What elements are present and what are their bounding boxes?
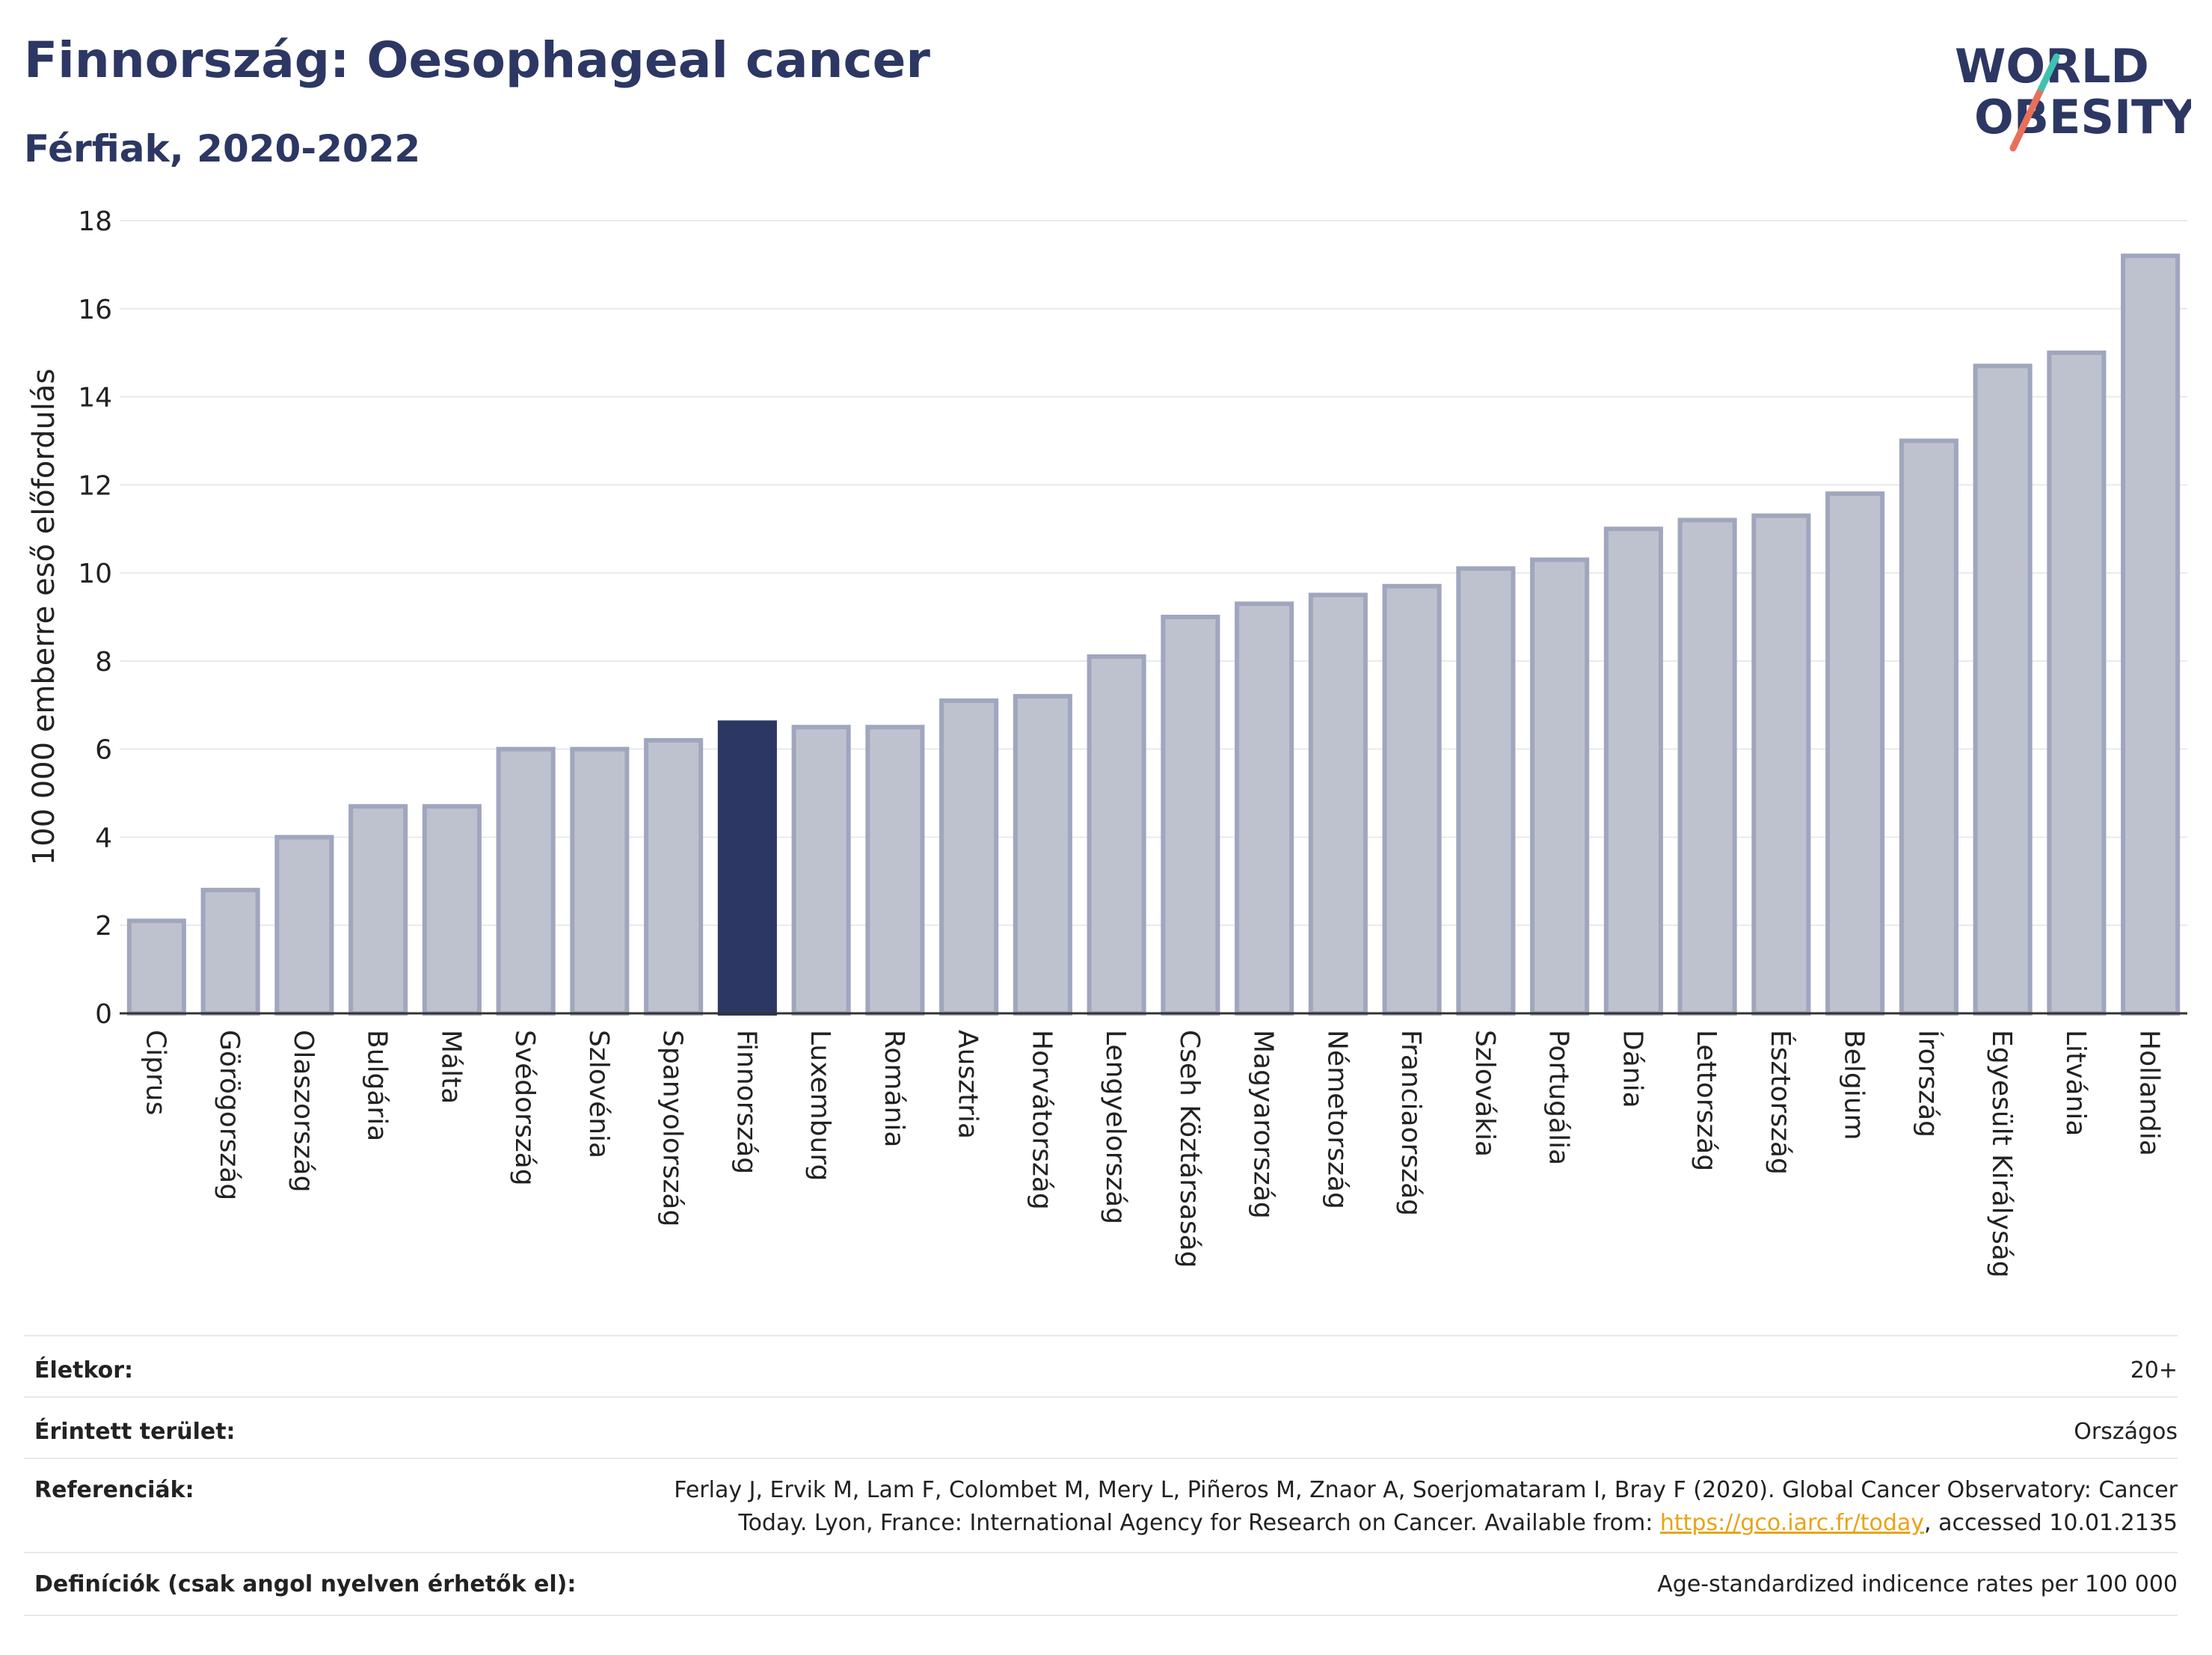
bar-5 bbox=[422, 804, 482, 1016]
y-tick-label: 4 bbox=[95, 823, 112, 853]
logo-line2: OBESITY bbox=[1974, 90, 2191, 144]
x-tick-label: Dánia bbox=[1617, 1030, 1647, 1108]
bar-20 bbox=[1530, 557, 1590, 1016]
age-label: Életkor: bbox=[34, 1357, 134, 1384]
y-tick-label: 18 bbox=[78, 206, 112, 237]
bar-19 bbox=[1456, 566, 1516, 1016]
bar-3 bbox=[274, 835, 334, 1016]
bar-24 bbox=[1825, 491, 1885, 1016]
x-tick-label: Hollandia bbox=[2134, 1030, 2165, 1156]
info-row-references: Referenciák: Ferlay J, Ervik M, Lam F, C… bbox=[24, 1458, 2178, 1553]
bar-12 bbox=[939, 698, 999, 1016]
x-tick-label: Málta bbox=[435, 1030, 466, 1104]
info-row-definitions: Definíciók (csak angol nyelven érhetők e… bbox=[24, 1552, 2178, 1616]
x-tick-label: Románia bbox=[879, 1030, 909, 1147]
x-tick-label: Szlovákia bbox=[1469, 1030, 1500, 1157]
bar-14 bbox=[1087, 654, 1146, 1016]
age-value: 20+ bbox=[2130, 1357, 2178, 1384]
bar-4 bbox=[348, 804, 408, 1016]
x-tick-label: Litvánia bbox=[2060, 1030, 2091, 1136]
bar-7 bbox=[570, 746, 630, 1016]
page-subtitle: Férfiak, 2020-2022 bbox=[24, 127, 421, 171]
references-label: Referenciák: bbox=[34, 1477, 194, 1503]
y-tick-label: 8 bbox=[95, 647, 112, 678]
page-title: Finnország: Oesophageal cancer bbox=[24, 31, 930, 89]
y-tick-label: 2 bbox=[95, 911, 112, 942]
bar-1 bbox=[126, 918, 186, 1016]
x-tick-label: Lettország bbox=[1691, 1030, 1721, 1171]
x-tick-label: Spanyolország bbox=[657, 1030, 688, 1226]
bar-15 bbox=[1161, 615, 1220, 1016]
references-line2-text: Today. Lyon, France: International Agenc… bbox=[738, 1510, 1660, 1536]
x-tick-label: Franciaország bbox=[1395, 1030, 1426, 1216]
y-tick-label: 10 bbox=[78, 559, 112, 589]
y-tick-label: 12 bbox=[78, 470, 112, 501]
info-row-area: Érintett terület: Országos bbox=[24, 1396, 2178, 1459]
area-value: Országos bbox=[2074, 1419, 2178, 1445]
definitions-label: Definíciók (csak angol nyelven érhetők e… bbox=[34, 1571, 577, 1597]
references-accessed: , accessed 10.01.2135 bbox=[1924, 1510, 2178, 1536]
x-tick-label: Ausztria bbox=[953, 1030, 983, 1139]
bar-18 bbox=[1382, 583, 1442, 1016]
x-tick-label: Írország bbox=[1912, 1030, 1944, 1137]
bar-25 bbox=[1899, 438, 1958, 1016]
x-tick-label: Svédország bbox=[509, 1030, 540, 1186]
x-tick-label: Egyesült Királyság bbox=[1986, 1030, 2017, 1278]
bar-8 bbox=[644, 737, 704, 1016]
bar-11 bbox=[865, 725, 925, 1016]
bar-26 bbox=[1973, 363, 2033, 1016]
bar-16 bbox=[1235, 601, 1294, 1016]
references-value: Ferlay J, Ervik M, Lam F, Colombet M, Me… bbox=[532, 1474, 2178, 1540]
y-tick-label: 6 bbox=[95, 735, 112, 766]
bar-28 bbox=[2121, 254, 2181, 1016]
x-tick-label: Észtország bbox=[1765, 1030, 1796, 1175]
x-tick-label: Magyarország bbox=[1248, 1030, 1279, 1219]
y-axis-label: 100 000 emberre eső előfordulás bbox=[27, 369, 61, 866]
x-tick-label: Cseh Köztársaság bbox=[1174, 1030, 1205, 1268]
x-tick-label: Finnország bbox=[731, 1030, 761, 1174]
x-tick-label: Görögország bbox=[214, 1030, 245, 1200]
x-tick-label: Horvátország bbox=[1026, 1030, 1057, 1210]
bar-17 bbox=[1308, 592, 1368, 1016]
bar-21 bbox=[1603, 526, 1663, 1016]
bar-13 bbox=[1013, 694, 1072, 1016]
bar-27 bbox=[2047, 350, 2107, 1016]
x-tick-label: Németország bbox=[1321, 1030, 1352, 1209]
definitions-value: Age-standardized indicence rates per 100… bbox=[1657, 1571, 2178, 1597]
bar-chart: 0 2 4 6 8 10 12 14 16 18 100 000 emberre eső előfo… bbox=[27, 206, 2187, 1278]
bar-9 bbox=[717, 720, 777, 1016]
info-row-age: Életkor: 20+ bbox=[24, 1335, 2178, 1398]
bar-23 bbox=[1751, 513, 1811, 1016]
bar-2 bbox=[200, 888, 260, 1016]
world-obesity-logo: WORLD OBESITY bbox=[1955, 39, 2191, 152]
bar-6 bbox=[496, 746, 556, 1016]
references-link[interactable]: https://gco.iarc.fr/today bbox=[1659, 1510, 1925, 1536]
x-tick-label: Lengyelország bbox=[1100, 1030, 1131, 1224]
x-tick-label: Belgium bbox=[1839, 1030, 1870, 1140]
bar-22 bbox=[1677, 518, 1737, 1016]
x-tick-label: Portugália bbox=[1543, 1030, 1574, 1165]
x-tick-label: Bulgária bbox=[362, 1030, 393, 1141]
references-line2: Today. Lyon, France: International Agenc… bbox=[532, 1507, 2178, 1540]
area-label: Érintett terület: bbox=[34, 1419, 236, 1445]
x-tick-label: Luxemburg bbox=[805, 1030, 835, 1181]
x-tick-label: Szlovénia bbox=[583, 1030, 614, 1158]
x-tick-label: Ciprus bbox=[140, 1030, 170, 1115]
x-tick-label: Olaszország bbox=[288, 1030, 319, 1192]
y-tick-label: 16 bbox=[78, 295, 112, 325]
references-line1: Ferlay J, Ervik M, Lam F, Colombet M, Me… bbox=[674, 1477, 2178, 1503]
y-tick-label: 0 bbox=[95, 999, 112, 1030]
y-tick-label: 14 bbox=[78, 383, 112, 414]
bar-10 bbox=[791, 725, 851, 1016]
